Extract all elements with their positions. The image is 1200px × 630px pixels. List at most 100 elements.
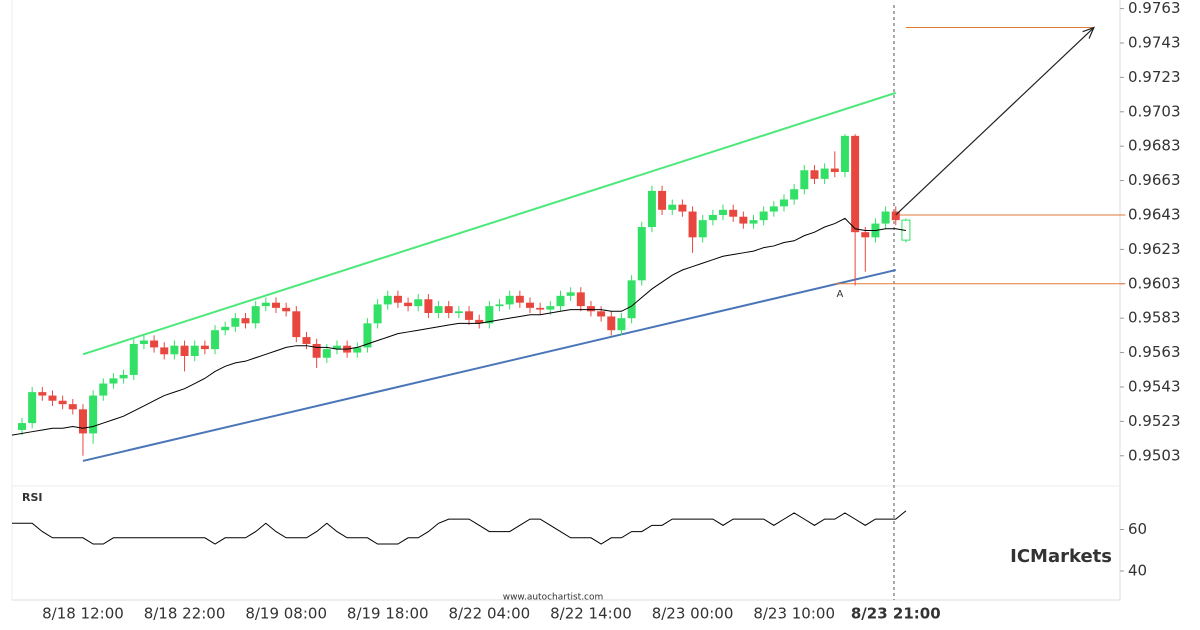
candle-body xyxy=(475,319,484,324)
y-tick-label: 0.9523 xyxy=(1128,412,1181,430)
logo: ICMarkets xyxy=(1010,546,1112,567)
candle-body xyxy=(139,340,148,344)
candle-body xyxy=(576,292,585,307)
y-tick-label: 0.9763 xyxy=(1128,0,1181,17)
x-tick-label: 8/19 18:00 xyxy=(347,605,429,623)
candle-body xyxy=(363,323,372,348)
candle-body xyxy=(68,404,77,410)
candle-body xyxy=(790,189,799,200)
candle-body xyxy=(322,349,331,358)
candle-body xyxy=(383,295,392,305)
candle-body xyxy=(393,295,402,303)
y-tick-label: 0.9663 xyxy=(1128,171,1181,189)
candle-body xyxy=(851,135,860,233)
candle-body xyxy=(28,392,37,424)
candle-body xyxy=(647,190,656,228)
candle-body xyxy=(780,199,788,207)
candle-body xyxy=(719,209,728,215)
candle-body xyxy=(749,220,758,224)
candle-body xyxy=(170,345,179,355)
y-tick-label: 60 xyxy=(1128,520,1147,538)
candle-body xyxy=(485,306,494,324)
y-tick-label: 0.9503 xyxy=(1128,446,1181,464)
y-tick-label: 0.9743 xyxy=(1128,33,1181,51)
candle-body xyxy=(424,299,433,314)
x-tick-label: 8/23 21:00 xyxy=(851,605,941,623)
x-tick-label: 8/18 22:00 xyxy=(144,605,226,623)
candle-body xyxy=(292,311,301,338)
candle-body xyxy=(739,216,748,224)
source: www.autochartist.com xyxy=(503,593,604,603)
candle-body xyxy=(505,295,514,305)
candle-body xyxy=(119,374,128,379)
y-tick-label: 0.9723 xyxy=(1128,68,1181,86)
y-tick-label: 0.9623 xyxy=(1128,240,1181,258)
candle-body xyxy=(881,211,890,224)
candle-body xyxy=(353,347,362,353)
y-tick-label: 0.9683 xyxy=(1128,137,1181,155)
candle-body xyxy=(78,409,87,434)
candle-body xyxy=(272,302,280,308)
candle-body xyxy=(688,211,697,238)
candle-body xyxy=(637,227,646,281)
candle-body xyxy=(708,214,717,221)
candle-body xyxy=(38,392,47,396)
candle-body xyxy=(89,395,98,434)
candle-body xyxy=(586,306,595,312)
candle-body xyxy=(607,316,616,331)
candle-body xyxy=(251,306,260,324)
candle-body xyxy=(556,295,565,307)
candle-body xyxy=(282,307,291,312)
candle-body xyxy=(444,306,453,314)
candle-body xyxy=(678,204,687,212)
candle-body xyxy=(495,304,504,307)
candle-body xyxy=(800,170,809,190)
candle-body xyxy=(861,232,870,238)
candle-body xyxy=(221,326,230,331)
candle-body xyxy=(332,345,341,350)
y-tick-label: 0.9543 xyxy=(1128,377,1181,395)
point-label: A xyxy=(836,289,843,300)
candle-body xyxy=(241,318,250,324)
x-tick-label: 8/18 12:00 xyxy=(42,605,124,623)
rsi-title: RSI xyxy=(22,491,43,504)
candle-body xyxy=(312,343,321,358)
candle-body xyxy=(698,220,707,238)
candle-body xyxy=(515,295,524,303)
y-tick-label: 0.9563 xyxy=(1128,343,1181,361)
candle-body xyxy=(526,302,534,308)
candle-body xyxy=(617,318,626,331)
x-tick-label: 8/19 08:00 xyxy=(245,605,327,623)
candle-body xyxy=(597,311,606,317)
y-tick-label: 0.9603 xyxy=(1128,274,1181,292)
candle-body xyxy=(180,345,189,357)
x-tick-label: 8/23 10:00 xyxy=(753,605,835,623)
candle-body xyxy=(261,302,270,307)
y-tick-label: 0.9643 xyxy=(1128,205,1181,223)
candle-body xyxy=(891,211,900,221)
forecast-arrow xyxy=(895,27,1095,216)
candle-body xyxy=(58,400,67,405)
candle-body xyxy=(627,280,636,319)
candle-body xyxy=(566,292,575,296)
candle-body xyxy=(302,337,311,344)
candle-body xyxy=(200,345,209,350)
y-tick-label: 40 xyxy=(1128,562,1147,580)
candle-body xyxy=(99,383,108,396)
candle-body xyxy=(109,378,118,384)
candle-body xyxy=(729,209,738,217)
candle-body xyxy=(414,299,423,307)
channel-lower xyxy=(82,269,896,462)
candle-body xyxy=(454,311,463,314)
candle-body xyxy=(668,204,677,210)
candle-body xyxy=(769,206,778,212)
moving-average xyxy=(11,217,907,436)
candle-body xyxy=(211,330,220,350)
x-tick-label: 8/22 14:00 xyxy=(550,605,632,623)
rsi-line xyxy=(12,510,907,545)
candle-body xyxy=(465,311,474,320)
candle-body xyxy=(231,318,240,327)
candle-body xyxy=(404,302,413,307)
candle-body xyxy=(18,423,26,430)
candle-body xyxy=(373,304,382,324)
